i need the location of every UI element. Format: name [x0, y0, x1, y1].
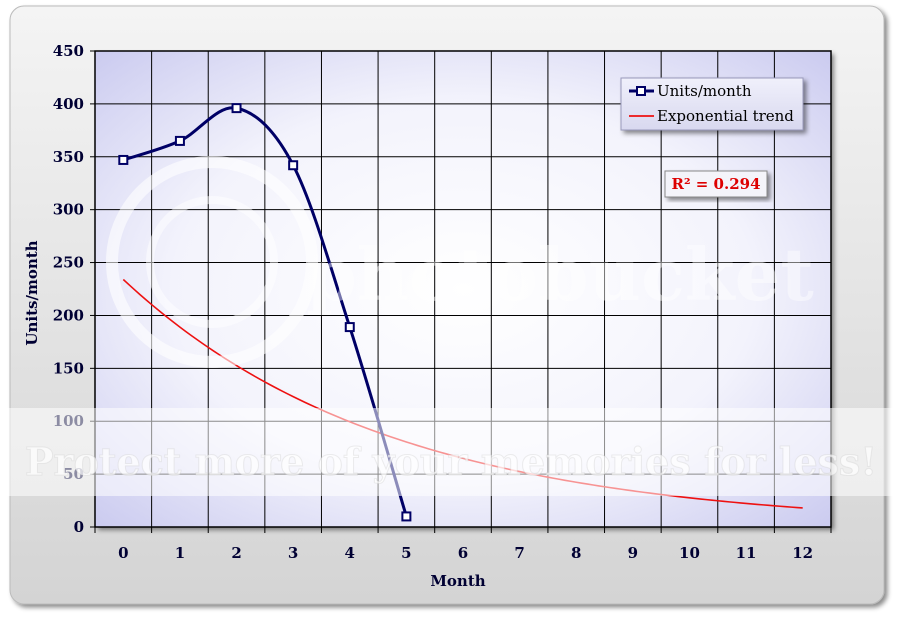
x-tick-label: 7: [514, 544, 524, 562]
y-tick-label: 250: [53, 254, 84, 272]
y-tick-label: 450: [53, 42, 84, 60]
data-point-marker: [401, 511, 412, 522]
legend-box: [620, 77, 804, 131]
x-tick-label: 2: [231, 544, 241, 562]
x-tick-label: 3: [288, 544, 298, 562]
r-squared-annotation: R² = 0.294: [664, 170, 768, 198]
y-tick-label: 200: [53, 306, 84, 324]
data-point-marker: [231, 103, 242, 114]
data-point-marker: [118, 154, 129, 165]
x-tick-label: 10: [679, 544, 700, 562]
data-point-marker: [174, 135, 185, 146]
data-point-marker: [288, 160, 299, 171]
watermark-brand: photobucket: [306, 232, 813, 317]
r-squared-box: [664, 170, 768, 198]
watermark-logo-ring-outer: [106, 156, 318, 368]
x-tick-label: 5: [401, 544, 411, 562]
y-tick-label: 350: [53, 148, 84, 166]
x-tick-label: 9: [628, 544, 638, 562]
y-tick-label: 0: [74, 518, 84, 536]
y-tick-label: 300: [53, 201, 84, 219]
x-tick-label: 0: [118, 544, 128, 562]
x-tick-label: 11: [736, 544, 757, 562]
watermark-logo-ring-inner: [146, 196, 278, 328]
y-tick-label: 150: [53, 359, 84, 377]
watermark: photobucket Protect more of your memorie…: [0, 156, 902, 496]
x-axis-title: Month: [430, 572, 485, 590]
legend-label-units: Units/month: [657, 82, 752, 100]
watermark-band: [0, 408, 902, 496]
legend-marker-units: [636, 86, 646, 96]
data-point-marker: [344, 322, 355, 333]
y-axis-title: Units/month: [23, 240, 41, 345]
x-tick-label: 12: [792, 544, 813, 562]
x-tick-label: 8: [571, 544, 581, 562]
x-tick-label: 6: [458, 544, 468, 562]
x-tick-label: 1: [175, 544, 185, 562]
watermark-text: Protect more of your memories for less!: [25, 439, 877, 484]
plot-border: [94, 50, 832, 528]
y-tick-label: 400: [53, 95, 84, 113]
r-squared-text: R² = 0.294: [671, 175, 760, 193]
legend: Units/month Exponential trend: [620, 77, 804, 131]
legend-label-trend: Exponential trend: [657, 107, 794, 125]
x-tick-label: 4: [345, 544, 355, 562]
